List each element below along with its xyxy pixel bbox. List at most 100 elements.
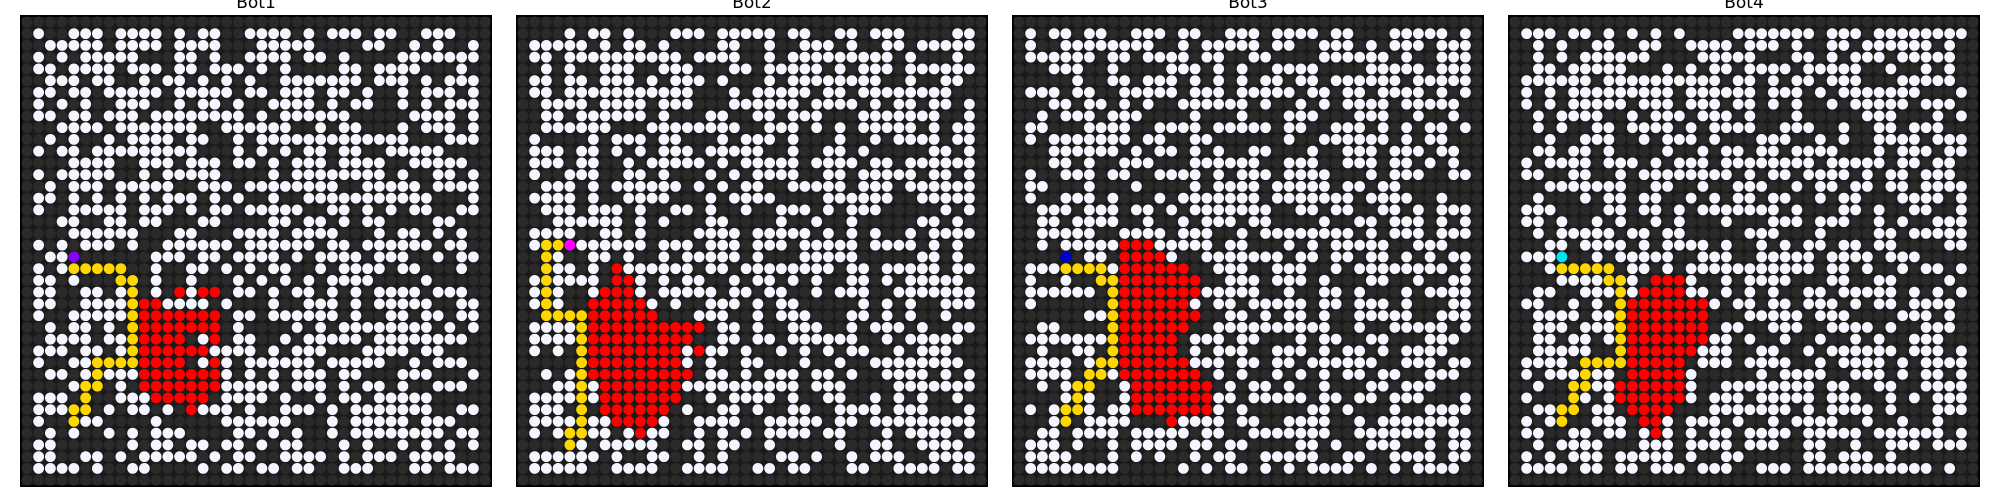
- open-cell: [197, 157, 209, 169]
- explored-cell: [1119, 368, 1131, 380]
- open-cell: [326, 404, 338, 416]
- open-cell: [1201, 239, 1213, 251]
- blocked-cell: [385, 474, 397, 486]
- blocked-cell: [1932, 16, 1944, 28]
- open-cell: [834, 392, 846, 404]
- open-cell: [1932, 51, 1944, 63]
- open-cell: [1213, 216, 1225, 228]
- open-cell: [33, 451, 45, 463]
- blocked-cell: [1236, 474, 1248, 486]
- blocked-cell: [291, 16, 303, 28]
- open-cell: [717, 415, 729, 427]
- path-cell: [80, 263, 92, 275]
- open-cell: [1424, 333, 1436, 345]
- open-cell: [91, 145, 103, 157]
- open-cell: [150, 274, 162, 286]
- blocked-cell: [1166, 474, 1178, 486]
- blocked-cell: [56, 63, 68, 75]
- blocked-cell: [1119, 474, 1131, 486]
- blocked-cell: [138, 415, 150, 427]
- open-cell: [185, 86, 197, 98]
- blocked-cell: [834, 110, 846, 122]
- blocked-cell: [1448, 28, 1460, 40]
- open-cell: [1295, 251, 1307, 263]
- open-cell: [1154, 28, 1166, 40]
- blocked-cell: [681, 133, 693, 145]
- open-cell: [787, 263, 799, 275]
- blocked-cell: [1166, 98, 1178, 110]
- blocked-cell: [115, 169, 127, 181]
- open-cell: [1025, 451, 1037, 463]
- blocked-cell: [728, 345, 740, 357]
- open-cell: [893, 357, 905, 369]
- open-cell: [1060, 133, 1072, 145]
- open-cell: [373, 380, 385, 392]
- open-cell: [705, 239, 717, 251]
- blocked-cell: [21, 462, 33, 474]
- blocked-cell: [467, 286, 479, 298]
- open-cell: [303, 333, 315, 345]
- open-cell: [279, 404, 291, 416]
- open-cell: [1412, 39, 1424, 51]
- blocked-cell: [975, 86, 987, 98]
- blocked-cell: [232, 16, 244, 28]
- open-cell: [44, 251, 56, 263]
- grid-background-bot4: [1508, 15, 1980, 487]
- blocked-cell: [1307, 133, 1319, 145]
- blocked-cell: [33, 227, 45, 239]
- open-cell: [268, 28, 280, 40]
- blocked-cell: [1013, 357, 1025, 369]
- open-cell: [858, 310, 870, 322]
- blocked-cell: [740, 333, 752, 345]
- open-cell: [564, 321, 576, 333]
- blocked-cell: [1224, 357, 1236, 369]
- open-cell: [80, 415, 92, 427]
- blocked-cell: [1471, 380, 1483, 392]
- open-cell: [127, 133, 139, 145]
- blocked-cell: [1389, 122, 1401, 134]
- blocked-cell: [846, 63, 858, 75]
- open-cell: [858, 122, 870, 134]
- blocked-cell: [1424, 227, 1436, 239]
- explored-cell: [150, 392, 162, 404]
- open-cell: [834, 75, 846, 87]
- open-cell: [1142, 51, 1154, 63]
- blocked-cell: [420, 227, 432, 239]
- open-cell: [1036, 86, 1048, 98]
- blocked-cell: [479, 263, 491, 275]
- open-cell: [869, 192, 881, 204]
- blocked-cell: [693, 216, 705, 228]
- open-cell: [138, 98, 150, 110]
- blocked-cell: [646, 204, 658, 216]
- open-cell: [1271, 86, 1283, 98]
- open-cell: [658, 216, 670, 228]
- open-cell: [338, 216, 350, 228]
- blocked-cell: [362, 368, 374, 380]
- blocked-cell: [244, 298, 256, 310]
- blocked-cell: [456, 110, 468, 122]
- open-cell: [634, 110, 646, 122]
- blocked-cell: [1521, 51, 1533, 63]
- blocked-cell: [1861, 28, 1873, 40]
- blocked-cell: [1236, 380, 1248, 392]
- open-cell: [928, 345, 940, 357]
- open-cell: [1107, 204, 1119, 216]
- open-cell: [444, 86, 456, 98]
- blocked-cell: [693, 86, 705, 98]
- blocked-cell: [162, 63, 174, 75]
- open-cell: [846, 98, 858, 110]
- open-cell: [1154, 451, 1166, 463]
- open-cell: [576, 98, 588, 110]
- open-cell: [952, 51, 964, 63]
- blocked-cell: [197, 192, 209, 204]
- open-cell: [350, 98, 362, 110]
- explored-cell: [209, 321, 221, 333]
- open-cell: [646, 298, 658, 310]
- open-cell: [44, 86, 56, 98]
- explored-cell: [1142, 404, 1154, 416]
- blocked-cell: [1471, 357, 1483, 369]
- blocked-cell: [444, 345, 456, 357]
- blocked-cell: [1060, 216, 1072, 228]
- open-cell: [409, 157, 421, 169]
- blocked-cell: [80, 133, 92, 145]
